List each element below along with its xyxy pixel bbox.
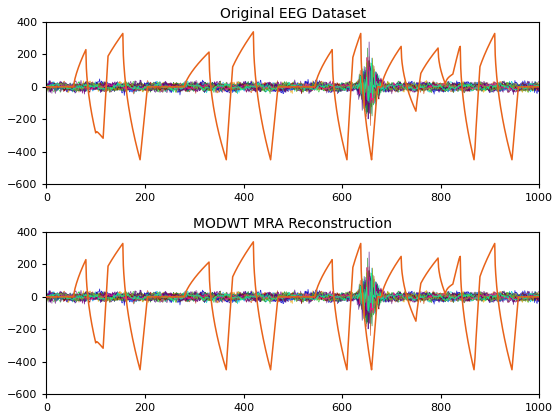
Title: MODWT MRA Reconstruction: MODWT MRA Reconstruction xyxy=(193,217,392,231)
Title: Original EEG Dataset: Original EEG Dataset xyxy=(220,7,366,21)
